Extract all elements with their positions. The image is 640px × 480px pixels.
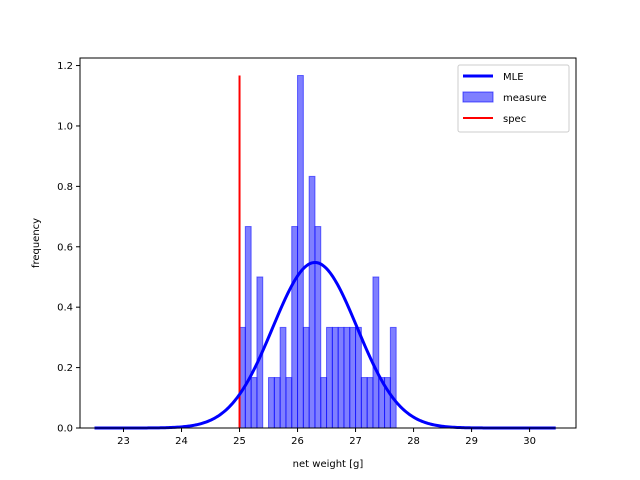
histogram-bar — [372, 276, 380, 429]
histogram-bar — [389, 326, 397, 429]
histogram-bar — [291, 226, 299, 429]
legend-spec-label: spec — [503, 114, 526, 125]
histogram-bar — [250, 377, 258, 429]
y-tick-label: 0.0 — [57, 424, 73, 435]
histogram-bar — [320, 377, 328, 429]
histogram-bar — [268, 377, 275, 429]
y-tick-label: 1.2 — [57, 61, 73, 72]
histogram-bar — [308, 175, 316, 429]
y-tick-label: 0.8 — [57, 182, 73, 193]
histogram-bar — [314, 226, 322, 429]
histogram-bar — [331, 326, 339, 429]
histogram-bar — [326, 326, 333, 429]
x-tick-label: 28 — [407, 436, 420, 447]
legend: MLE measure spec — [457, 64, 570, 133]
y-axis-label: frequency — [31, 218, 42, 268]
y-tick-label: 0.6 — [57, 242, 73, 253]
histogram-bar — [279, 326, 287, 429]
histogram-bar — [355, 326, 362, 429]
histogram-bar — [337, 326, 345, 429]
histogram-bar — [244, 226, 252, 429]
legend-mle-label: MLE — [503, 72, 524, 83]
histogram-bar — [273, 377, 281, 429]
histogram-bar — [349, 326, 357, 429]
histogram-bar — [285, 377, 293, 429]
x-tick-label: 30 — [523, 436, 536, 447]
x-tick-label: 26 — [291, 436, 304, 447]
histogram-bar — [360, 377, 368, 429]
plot-frame — [79, 57, 577, 429]
x-tick-label: 23 — [117, 436, 130, 447]
legend-measure-swatch — [462, 91, 494, 103]
y-tick-label: 0.4 — [57, 303, 73, 314]
y-tick-label: 0.2 — [57, 363, 73, 374]
x-tick-label: 25 — [233, 436, 246, 447]
legend-measure-label: measure — [503, 93, 547, 104]
legend-box — [457, 64, 570, 133]
x-axis-label: net weight [g] — [293, 459, 364, 470]
x-tick-label: 24 — [175, 436, 188, 447]
x-axis-ticks: 23 24 25 26 27 28 29 30 — [117, 428, 536, 447]
histogram-bar — [302, 326, 310, 429]
histogram-bar — [366, 377, 374, 429]
y-axis-ticks: 0.0 0.2 0.4 0.6 0.8 1.0 1.2 — [57, 61, 80, 435]
y-tick-label: 1.0 — [57, 121, 73, 132]
x-tick-label: 27 — [349, 436, 362, 447]
histogram-bar — [343, 326, 351, 429]
x-tick-label: 29 — [465, 436, 478, 447]
histogram-bar — [297, 75, 304, 429]
